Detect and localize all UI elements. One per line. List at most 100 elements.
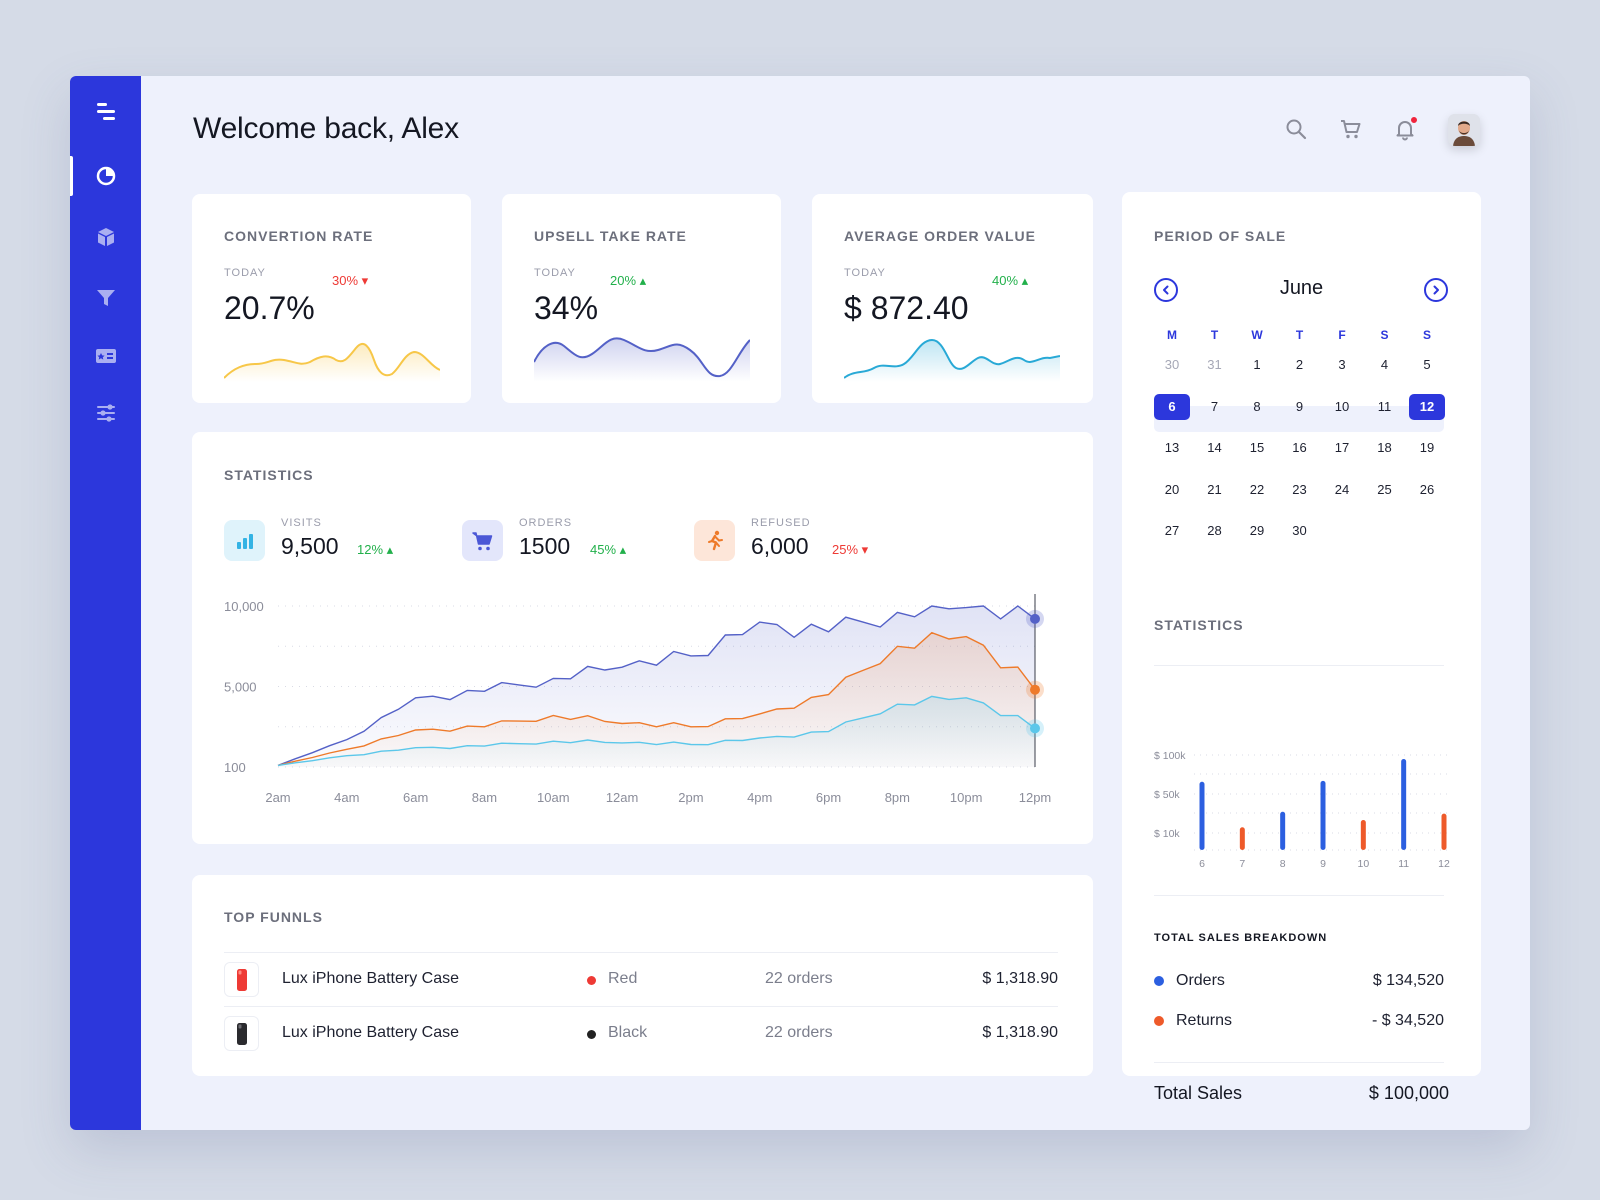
product-color: Red: [608, 970, 638, 987]
hover-marker[interactable]: [1030, 723, 1040, 734]
bar[interactable]: [1239, 827, 1245, 850]
prev-month-button[interactable]: [1154, 278, 1178, 302]
calendar-day[interactable]: 21: [1207, 481, 1222, 497]
bar[interactable]: [1320, 780, 1326, 850]
calendar-week: 20 21 22 23 24 25 26: [1154, 477, 1449, 503]
calendar-day[interactable]: 6: [1154, 393, 1190, 420]
kpi-title: AVERAGE ORDER VALUE: [844, 228, 1036, 244]
kpi-period-label: TODAY: [224, 267, 266, 279]
calendar-day[interactable]: 4: [1380, 357, 1389, 372]
table-row[interactable]: Lux iPhone Battery Case Red 22 orders $ …: [224, 952, 1058, 1006]
running-person-icon: [694, 520, 735, 561]
filter-icon: [96, 290, 115, 306]
stat-change: 25% ▾: [832, 542, 869, 557]
y-tick-label: $ 10k: [1154, 828, 1180, 840]
dashboard-window: Welcome back, Alex CONVERTION RATE TODAY…: [70, 76, 1530, 1130]
hover-marker[interactable]: [1030, 684, 1040, 695]
x-tick-label: 10pm: [950, 790, 983, 805]
calendar-day[interactable]: 26: [1419, 481, 1435, 497]
kpi-period-label: TODAY: [534, 267, 576, 279]
hover-marker[interactable]: [1030, 613, 1040, 624]
phone-case-black-thumb: [224, 1016, 259, 1051]
calendar-day[interactable]: 3: [1338, 357, 1346, 372]
calendar-day[interactable]: 12: [1409, 393, 1445, 420]
y-tick-label: $ 50k: [1154, 789, 1180, 801]
calendar-day[interactable]: 17: [1334, 440, 1350, 455]
statistics-card: STATISTICS VISITS 9,500 12% ▴ ORDERS 150…: [192, 432, 1093, 844]
calendar-day[interactable]: 10: [1334, 398, 1350, 414]
divider: [1154, 1062, 1444, 1063]
funnels-title: TOP FUNNLS: [224, 909, 323, 925]
calendar-day[interactable]: 16: [1292, 440, 1307, 455]
x-tick-label: 10am: [537, 790, 570, 805]
calendar-day[interactable]: 27: [1164, 523, 1180, 538]
calendar-day[interactable]: 9: [1295, 398, 1304, 414]
kpi-title: CONVERTION RATE: [224, 228, 374, 244]
x-tick-label: 10: [1357, 858, 1369, 870]
order-count: 22 orders: [765, 1024, 833, 1041]
table-row[interactable]: Lux iPhone Battery Case Black 22 orders …: [224, 1006, 1058, 1060]
bar[interactable]: [1360, 819, 1366, 850]
box-icon: [97, 228, 114, 246]
y-tick-label: 5,000: [224, 680, 257, 695]
series-line-orders[interactable]: [277, 695, 1036, 767]
statistics-title: STATISTICS: [224, 467, 314, 483]
search-button[interactable]: [1283, 116, 1309, 142]
bar[interactable]: [1199, 781, 1205, 850]
bar[interactable]: [1441, 813, 1447, 850]
stat-value: 9,500: [281, 533, 339, 559]
weekday-label: S: [1422, 328, 1431, 342]
calendar-day[interactable]: 25: [1377, 481, 1392, 497]
x-tick-label: 2am: [265, 790, 290, 805]
calendar-day[interactable]: 1: [1253, 357, 1261, 372]
calendar-day[interactable]: 14: [1207, 440, 1222, 455]
calendar-day[interactable]: 29: [1249, 523, 1265, 538]
calendar-day[interactable]: 13: [1164, 440, 1180, 455]
calendar-day[interactable]: 22: [1249, 481, 1265, 497]
next-month-button[interactable]: [1424, 278, 1448, 302]
calendar-week: 13 14 15 16 17 18 19: [1154, 435, 1449, 461]
series-line-visits[interactable]: [277, 605, 1036, 767]
calendar-day[interactable]: 31: [1207, 357, 1222, 372]
calendar-day[interactable]: 18: [1377, 440, 1392, 455]
series-line-refused[interactable]: [277, 631, 1036, 767]
x-tick-label: 12pm: [1019, 790, 1052, 805]
calendar-day[interactable]: 2: [1295, 357, 1304, 372]
calendar-day[interactable]: 8: [1253, 398, 1261, 414]
calendar-day[interactable]: 28: [1207, 523, 1222, 538]
calendar-day[interactable]: 15: [1249, 440, 1265, 455]
sidebar-item-contacts[interactable]: [70, 336, 141, 376]
calendar-day[interactable]: 24: [1334, 481, 1350, 497]
avatar[interactable]: [1448, 114, 1480, 146]
series-area-orders: [278, 696, 1035, 767]
arrow-up-icon: ▴: [1021, 273, 1029, 288]
side-statistics-title: STATISTICS: [1154, 617, 1244, 633]
statistics-area-chart[interactable]: 10,000 5,000 100 2am 4am 6am 8am 10am 12am 2pm 4pm…: [192, 432, 1093, 844]
calendar-day[interactable]: 30: [1292, 523, 1307, 538]
bar[interactable]: [1280, 811, 1286, 850]
sidebar-item-settings[interactable]: [70, 393, 141, 433]
weekday-label: W: [1251, 328, 1263, 342]
calendar-day[interactable]: 11: [1377, 398, 1392, 414]
calendar-day[interactable]: 7: [1210, 398, 1219, 414]
calendar-day[interactable]: 5: [1423, 357, 1431, 372]
sidebar-item-dashboard[interactable]: [70, 156, 141, 196]
sliders-icon: [96, 404, 115, 422]
kpi-period-label: TODAY: [844, 267, 886, 279]
cart-button[interactable]: [1338, 116, 1364, 142]
sidebar-item-funnels[interactable]: [70, 278, 141, 318]
calendar-day[interactable]: 30: [1164, 357, 1180, 372]
menu-icon[interactable]: [70, 91, 141, 131]
x-tick-label: 6am: [403, 790, 428, 805]
total-sales-value: $ 100,000: [1368, 1083, 1449, 1103]
kpi-card-upsell: UPSELL TAKE RATE TODAY 20% ▴ 34%: [502, 194, 781, 403]
sidebar-item-products[interactable]: [70, 217, 141, 257]
breakdown-label: Orders: [1176, 972, 1225, 989]
notifications-button[interactable]: [1392, 116, 1418, 142]
arrow-down-icon: ▾: [361, 273, 369, 288]
bar[interactable]: [1401, 759, 1407, 850]
calendar-day[interactable]: 19: [1419, 440, 1435, 455]
calendar-day[interactable]: 20: [1164, 481, 1180, 497]
calendar-day[interactable]: 23: [1292, 481, 1307, 497]
